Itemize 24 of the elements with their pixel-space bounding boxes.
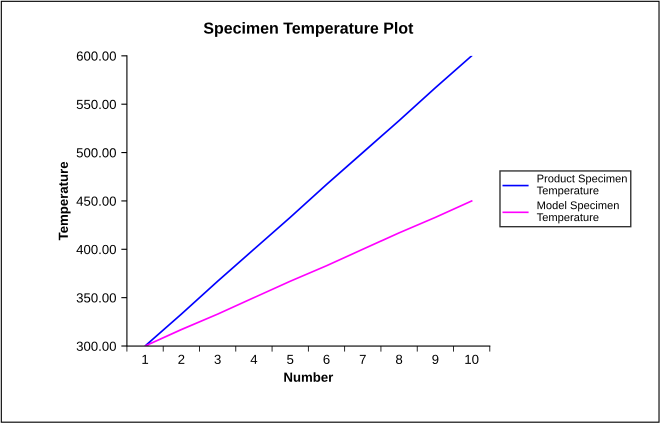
x-tick-label: 3 (214, 354, 221, 364)
y-tick-label: 400.00 (76, 244, 116, 254)
x-axis-title: Number (284, 372, 334, 382)
x-tick-label: 7 (360, 354, 366, 364)
x-tick-label: 5 (287, 354, 294, 364)
y-tick-label: 300.00 (76, 342, 116, 351)
x-tick-label: 1 (142, 354, 148, 364)
y-tick-label: 550.00 (76, 100, 116, 110)
legend-label: Product Specimen Temperature (536, 174, 627, 197)
line-series (144, 200, 472, 346)
x-tick-label: 8 (396, 354, 402, 364)
y-tick-label: 600.00 (76, 51, 116, 61)
x-tick-label: 10 (465, 354, 478, 364)
legend-label: Model Specimen Temperature (536, 201, 619, 224)
x-tick-label: 6 (324, 354, 330, 364)
y-tick-label: 500.00 (76, 148, 116, 158)
y-tick-label: 350.00 (76, 293, 116, 303)
y-tick-label: 450.00 (76, 196, 116, 206)
chart-title: Specimen Temperature Plot (204, 22, 414, 37)
x-tick-label: 4 (250, 354, 258, 364)
line-series (144, 56, 472, 346)
x-tick-label: 2 (178, 354, 184, 364)
x-tick-label: 9 (432, 354, 438, 364)
y-axis-title: Temperature (58, 162, 71, 240)
